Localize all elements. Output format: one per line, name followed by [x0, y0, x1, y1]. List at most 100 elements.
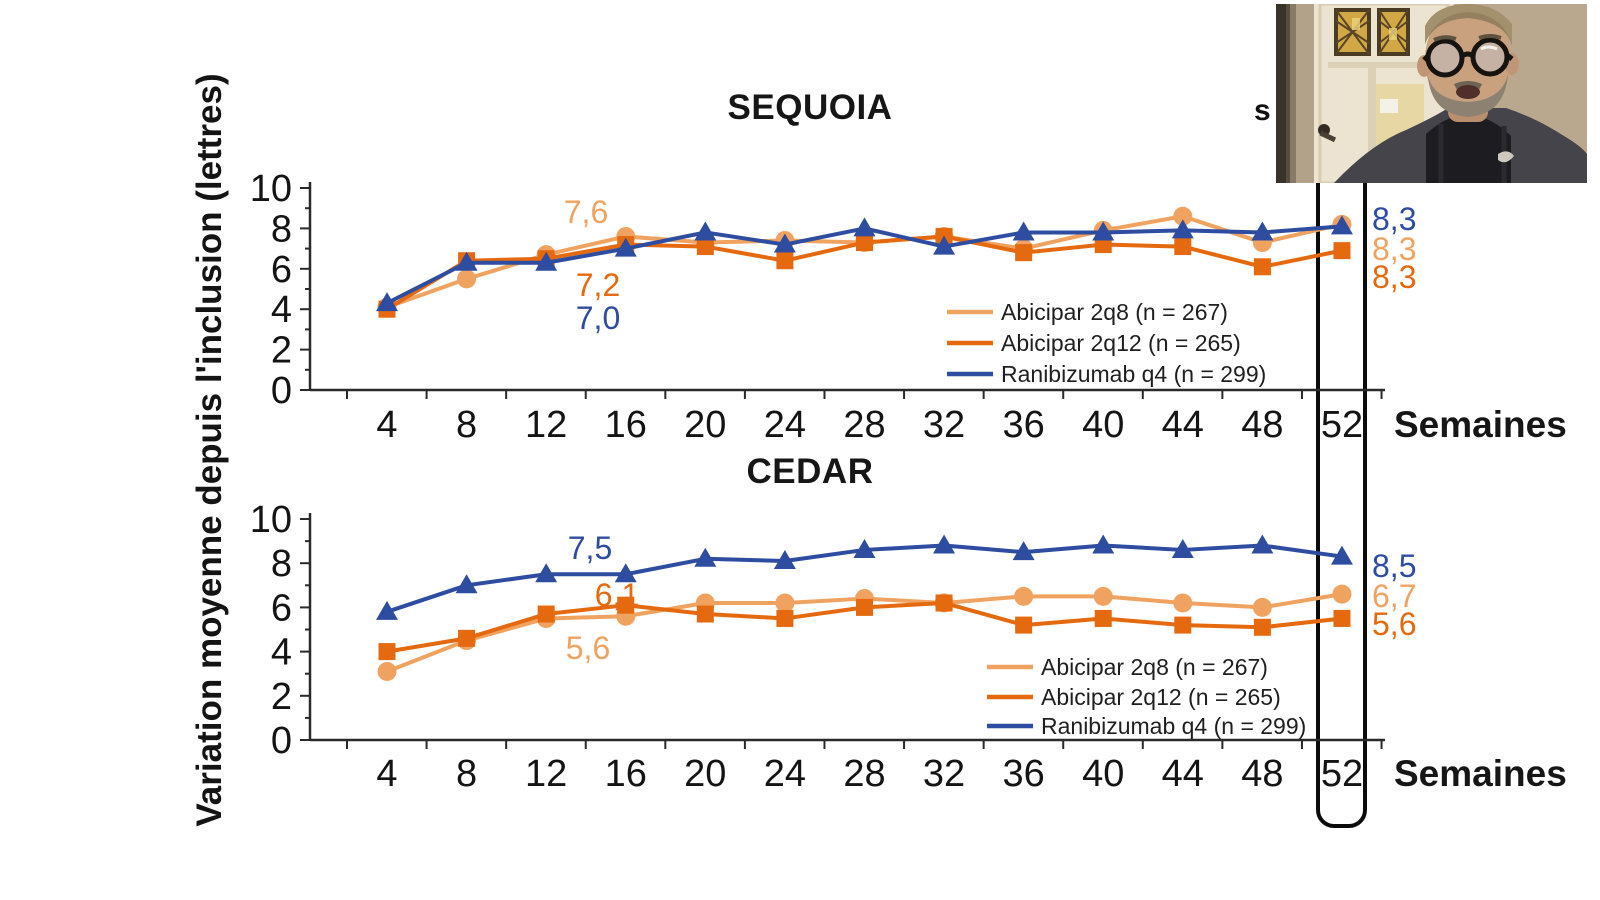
y-tick-label: 6: [271, 587, 292, 629]
marker-ranibizumab-q4: [933, 534, 956, 554]
data-label-week52: 8,5: [1372, 548, 1416, 584]
x-tick-label: 8: [456, 753, 477, 795]
x-tick-label: 24: [764, 404, 806, 446]
x-axis-unit-label: Semaines: [1394, 753, 1567, 794]
x-tick-label: 8: [456, 404, 477, 446]
marker-ranibizumab-q4: [853, 538, 876, 558]
data-label-week16: 7,5: [568, 530, 612, 566]
legend-label-ranibizumab-q4: Ranibizumab q4 (n = 299): [1041, 713, 1306, 739]
y-tick-label: 0: [271, 370, 292, 412]
marker-abicipar-2q12: [696, 238, 714, 256]
x-tick-label: 52: [1321, 404, 1363, 446]
x-tick-label: 28: [843, 753, 885, 795]
data-label-week16: 7,0: [576, 300, 620, 336]
marker-abicipar-2q12: [1253, 258, 1271, 276]
marker-abicipar-2q12: [1015, 616, 1033, 634]
marker-ranibizumab-q4: [694, 221, 717, 241]
y-tick-label: 8: [271, 208, 292, 250]
presenter-mouth: [1456, 85, 1480, 99]
y-tick-label: 4: [271, 632, 292, 674]
marker-abicipar-2q12: [1333, 242, 1351, 260]
marker-abicipar-2q8: [1332, 584, 1352, 604]
x-axis-unit-label: Semaines: [1394, 404, 1567, 445]
marker-abicipar-2q12: [1094, 609, 1112, 627]
marker-ranibizumab-q4: [1251, 221, 1274, 241]
marker-abicipar-2q12: [855, 234, 873, 252]
x-tick-label: 12: [525, 404, 567, 446]
legend-label-abicipar-2q12: Abicipar 2q12 (n = 265): [1041, 684, 1281, 710]
x-tick-label: 16: [605, 404, 647, 446]
marker-abicipar-2q8: [1173, 206, 1193, 226]
data-label-week52: 5,6: [1372, 606, 1416, 642]
x-tick-label: 48: [1241, 404, 1283, 446]
data-label-week52: 8,3: [1372, 231, 1416, 267]
presenter: [1334, 4, 1587, 183]
x-tick-label: 48: [1241, 753, 1283, 795]
marker-abicipar-2q12: [776, 252, 794, 270]
x-tick-label: 28: [843, 404, 885, 446]
y-tick-label: 10: [250, 499, 292, 541]
marker-abicipar-2q12: [1174, 238, 1192, 256]
y-tick-label: 4: [271, 289, 292, 331]
data-label-week16: 6,1: [595, 577, 639, 613]
x-tick-label: 36: [1002, 753, 1044, 795]
sweater-zipper-pull: [1498, 151, 1514, 163]
marker-abicipar-2q8: [377, 661, 397, 681]
x-tick-label: 24: [764, 753, 806, 795]
x-tick-label: 40: [1082, 404, 1124, 446]
marker-abicipar-2q8: [1014, 586, 1034, 606]
x-tick-label: 12: [525, 753, 567, 795]
x-tick-label: 32: [923, 404, 965, 446]
sequoia-chart-title: SEQUOIA: [727, 88, 893, 127]
marker-abicipar-2q12: [935, 594, 953, 612]
marker-abicipar-2q12: [617, 596, 635, 614]
marker-abicipar-2q12: [776, 609, 794, 627]
marker-ranibizumab-q4: [535, 251, 558, 271]
data-label-week52: 8,3: [1372, 259, 1416, 295]
webcam-video[interactable]: [1276, 4, 1587, 183]
marker-ranibizumab-q4: [1012, 221, 1035, 241]
marker-abicipar-2q12: [696, 605, 714, 623]
marker-ranibizumab-q4: [1330, 215, 1353, 235]
marker-abicipar-2q8: [775, 593, 795, 613]
x-tick-label: 20: [684, 404, 726, 446]
marker-abicipar-2q8: [1173, 593, 1193, 613]
marker-abicipar-2q12: [1015, 244, 1033, 262]
x-tick-label: 20: [684, 753, 726, 795]
marker-abicipar-2q12: [537, 605, 555, 623]
x-tick-label: 4: [376, 404, 397, 446]
presenter-face: [1425, 5, 1511, 115]
x-tick-label: 40: [1082, 753, 1124, 795]
presenter-beard: [1428, 74, 1508, 117]
marker-ranibizumab-q4: [853, 217, 876, 237]
y-tick-label: 0: [271, 720, 292, 762]
x-tick-label: 44: [1162, 404, 1204, 446]
marker-abicipar-2q12: [1333, 609, 1351, 627]
y-tick-label: 8: [271, 543, 292, 585]
marker-abicipar-2q8: [1252, 597, 1272, 617]
legend-label-abicipar-2q12: Abicipar 2q12 (n = 265): [1001, 330, 1241, 356]
marker-ranibizumab-q4: [1092, 221, 1115, 241]
y-tick-label: 6: [271, 249, 292, 291]
marker-ranibizumab-q4: [1171, 538, 1194, 558]
y-tick-label: 10: [250, 168, 292, 210]
marker-ranibizumab-q4: [614, 237, 637, 257]
marker-abicipar-2q12: [458, 629, 476, 647]
data-label-week16: 7,2: [576, 267, 620, 303]
x-tick-label: 52: [1321, 753, 1363, 795]
marker-ranibizumab-q4: [1251, 534, 1274, 554]
data-label-week16: 7,6: [564, 194, 608, 230]
marker-abicipar-2q12: [1253, 618, 1271, 636]
x-tick-label: 44: [1162, 753, 1204, 795]
x-tick-label: 4: [376, 753, 397, 795]
legend-label-ranibizumab-q4: Ranibizumab q4 (n = 299): [1001, 361, 1266, 387]
marker-abicipar-2q8: [457, 269, 477, 289]
marker-ranibizumab-q4: [773, 549, 796, 569]
x-tick-label: 16: [605, 753, 647, 795]
marker-ranibizumab-q4: [535, 563, 558, 583]
marker-abicipar-2q12: [1174, 616, 1192, 634]
y-tick-label: 2: [271, 330, 292, 372]
marker-ranibizumab-q4: [933, 235, 956, 255]
